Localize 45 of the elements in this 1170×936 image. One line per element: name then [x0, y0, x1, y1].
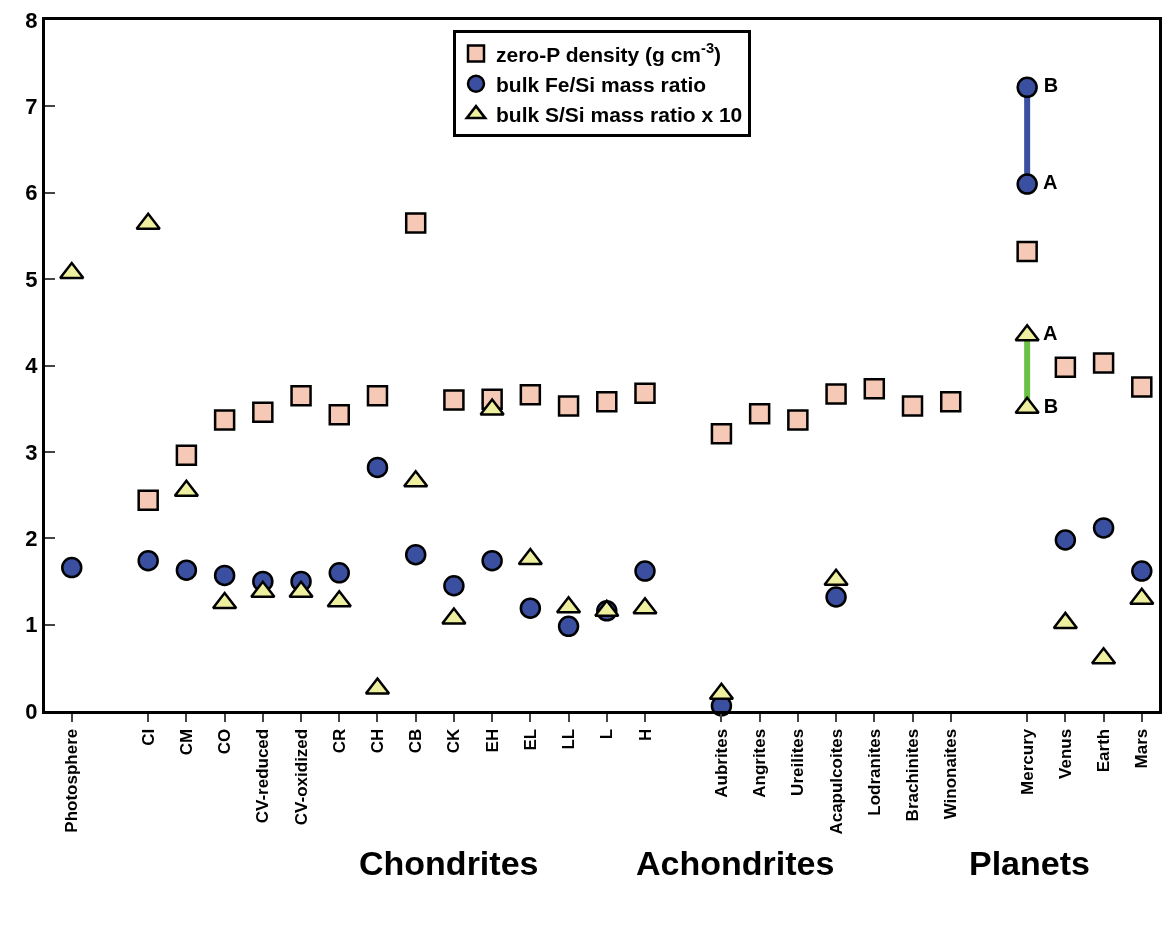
y-tick-label: 8 — [25, 7, 38, 33]
data-label: B — [1027, 74, 1059, 97]
x-tick-label: Venus — [1055, 728, 1075, 779]
x-tick-label: Photosphere — [62, 728, 82, 833]
y-tick-label: 5 — [25, 266, 38, 292]
x-tick-label: EL — [520, 728, 540, 751]
text: Planets — [969, 844, 1090, 882]
y-tick-label: 2 — [25, 525, 38, 551]
text: Chondrites — [359, 844, 539, 882]
x-tick-label: CO — [215, 728, 235, 755]
x-tick-label: L — [597, 728, 617, 740]
legend-label: bulk S/Si mass ratio x 10 — [496, 103, 743, 127]
data-label: B — [1027, 394, 1059, 417]
text: Achondrites — [636, 844, 835, 882]
x-tick-label: Angrites — [750, 728, 770, 798]
y-tick-label: 4 — [25, 353, 39, 379]
y-tick-label: 3 — [25, 439, 38, 465]
x-tick-label: CV-reduced — [253, 728, 273, 824]
y-tick-label: 6 — [25, 180, 38, 206]
x-tick-label: LL — [559, 728, 579, 750]
x-tick-label: Brachinites — [903, 728, 923, 822]
x-tick-label: CM — [176, 728, 196, 756]
y-tick-label: 7 — [25, 94, 38, 120]
data-label: A — [1027, 322, 1058, 345]
data-label: A — [1027, 171, 1058, 194]
x-tick-label: CR — [329, 728, 349, 754]
x-tick-label: Earth — [1094, 728, 1114, 773]
x-tick-label: Ureilites — [788, 728, 808, 796]
x-tick-label: CB — [406, 728, 426, 754]
x-tick-label: Acapulcoites — [826, 728, 846, 835]
legend-label: zero-P density (g cm$^{-3}$) — [496, 39, 722, 66]
x-tick-label: CI — [138, 728, 158, 746]
x-tick-label: H — [635, 728, 655, 742]
x-tick-label: CV-oxidized — [291, 728, 311, 826]
y-tick-label: 0 — [25, 698, 38, 724]
x-tick-label: CK — [444, 728, 464, 754]
y-tick-label: 1 — [25, 612, 38, 638]
x-tick-label: Winonaites — [941, 728, 961, 820]
x-tick-label: Mercury — [1017, 728, 1037, 795]
x-tick-label: Aubrites — [711, 728, 731, 798]
x-tick-label: CH — [368, 728, 388, 754]
legend-label: bulk Fe/Si mass ratio — [496, 73, 707, 96]
x-tick-label: EH — [482, 728, 502, 753]
x-tick-label: Lodranites — [864, 728, 884, 816]
x-tick-label: Mars — [1132, 728, 1152, 769]
